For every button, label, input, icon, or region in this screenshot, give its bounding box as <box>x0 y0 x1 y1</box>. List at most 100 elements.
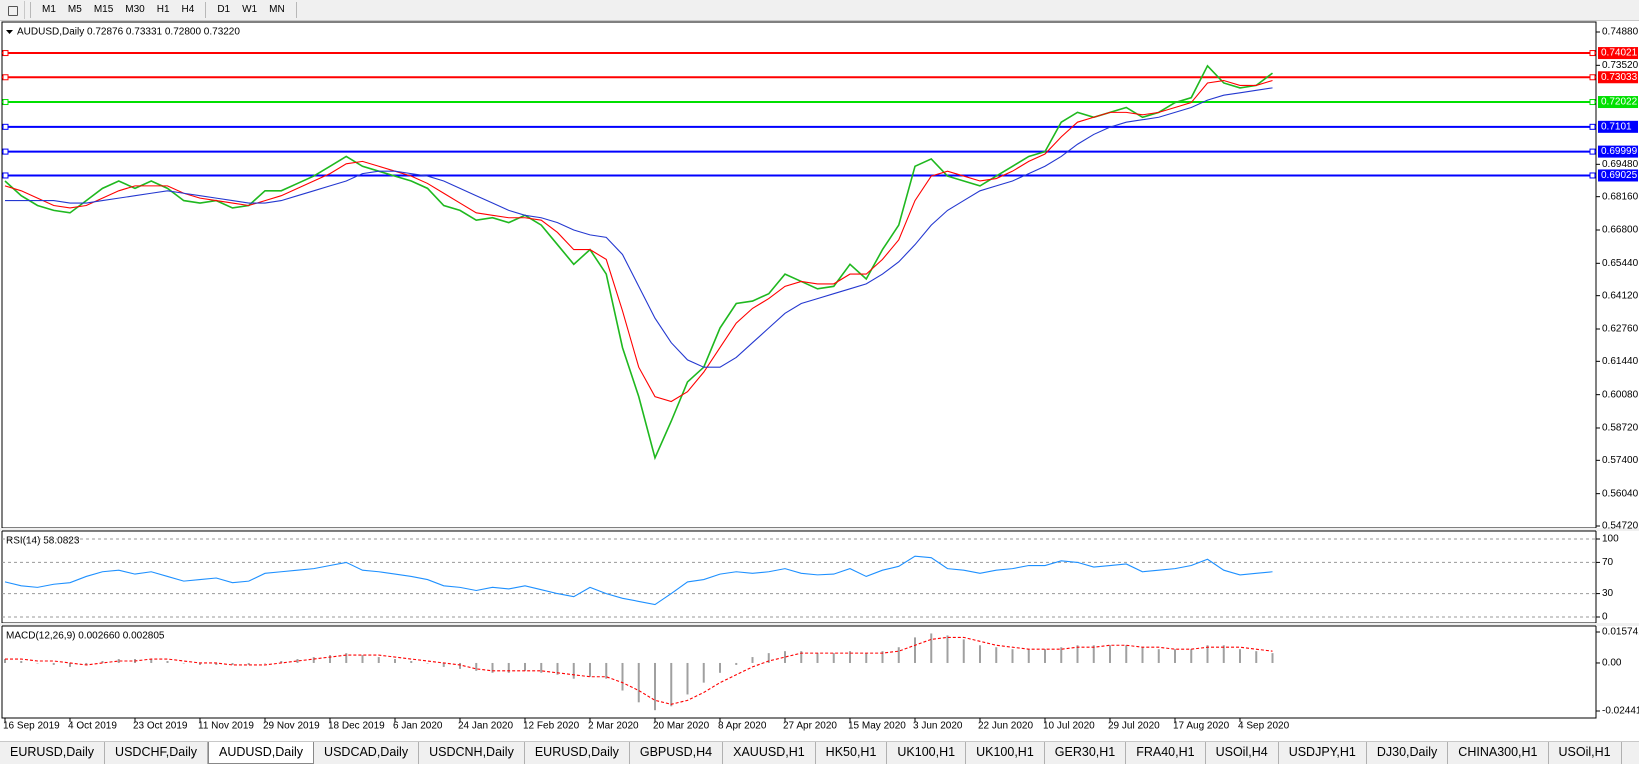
chart-tab[interactable]: EURUSD,Daily <box>525 742 630 764</box>
level-handle <box>1589 172 1596 179</box>
y-tick-label: 0.62760 <box>1602 324 1639 335</box>
chart-tab[interactable]: USDJPY,H1 <box>1279 742 1367 764</box>
timeframe-button[interactable]: W1 <box>242 4 258 15</box>
histogram-bar <box>767 653 770 663</box>
chart-tab[interactable]: USOil,H1 <box>1549 742 1622 764</box>
histogram-bar <box>52 662 55 665</box>
histogram-bar <box>491 662 494 673</box>
timeframe-toolbar: M1 M5 M15 M30 H1 H4 D1 W1 MN <box>0 0 1639 21</box>
chart-tab[interactable]: HK50,H1 <box>816 742 888 764</box>
y-tick-label: 0 <box>1602 612 1608 623</box>
histogram-bar <box>377 657 380 663</box>
y-tick-label: 0.64120 <box>1602 290 1639 301</box>
chart-tab[interactable]: DJ30,Daily <box>1367 742 1449 764</box>
histogram-bar <box>751 657 754 663</box>
histogram-bar <box>475 662 478 671</box>
level-label: 0.72022 <box>1601 97 1638 108</box>
histogram-bar <box>1141 647 1144 663</box>
indicator-line <box>5 87 1273 368</box>
x-tick-label: 22 Jun 2020 <box>978 721 1033 732</box>
y-tick-label: 0.54720 <box>1602 521 1639 532</box>
histogram-bar <box>1174 649 1176 663</box>
histogram-bar <box>702 662 705 683</box>
timeframe-button[interactable]: D1 <box>217 4 231 15</box>
chart-tab[interactable]: AUDUSD,Daily <box>208 742 315 764</box>
histogram-bar <box>69 662 71 667</box>
y-tick-label: 0.74880 <box>1602 27 1639 38</box>
histogram-bar <box>1060 647 1063 663</box>
x-tick-label: 23 Oct 2019 <box>133 721 188 732</box>
histogram-bar <box>1222 645 1225 663</box>
chart-tab[interactable]: USDCNH,Daily <box>419 742 525 764</box>
histogram-bar <box>150 659 153 663</box>
histogram-bar <box>621 662 624 691</box>
chart-tab[interactable]: UK100,H1 <box>966 742 1045 764</box>
chart-tab[interactable]: FRA40,H1 <box>1126 742 1206 764</box>
indicator-line <box>4 555 1273 606</box>
histogram-bar <box>979 645 981 663</box>
x-tick-label: 4 Oct 2019 <box>68 721 117 732</box>
histogram-bar <box>881 651 884 663</box>
histogram-bar <box>540 662 543 673</box>
histogram-bar <box>1190 649 1193 663</box>
x-tick-label: 29 Nov 2019 <box>263 721 320 732</box>
chart-tabs: EURUSD,Daily USDCHF,Daily AUDUSD,Daily USDC… <box>0 741 1639 764</box>
panel-title: AUDUSD,Daily 0.72876 0.73331 0.72800 0.7… <box>17 27 240 38</box>
timeframe-button[interactable]: MN <box>269 4 285 15</box>
level-label: 0.74021 <box>1601 48 1638 59</box>
histogram-bar <box>1271 653 1274 663</box>
histogram-bar <box>36 662 39 664</box>
level-label-bg <box>1598 120 1638 133</box>
histogram-bar <box>1206 645 1209 663</box>
timeframe-button[interactable]: H1 <box>156 4 170 15</box>
chart-tab[interactable]: UK100,H1 <box>887 742 967 764</box>
timeframe-button[interactable]: M5 <box>67 4 82 15</box>
level-handle <box>2 74 9 81</box>
histogram-bar <box>329 655 331 663</box>
x-tick-label: 15 May 2020 <box>848 721 906 732</box>
level-handle <box>1589 99 1596 106</box>
histogram-bar <box>686 662 689 695</box>
timeframe-button[interactable]: M1 <box>42 4 56 15</box>
histogram-bar <box>784 651 786 663</box>
histogram-bar <box>1239 649 1241 663</box>
chart-tab[interactable]: USOil,H4 <box>1206 742 1279 764</box>
histogram-bar <box>426 662 429 664</box>
chart-tab[interactable]: XAUUSD,H1 <box>723 742 816 764</box>
histogram-bar <box>117 659 120 663</box>
histogram-bar <box>897 647 900 663</box>
histogram-bar <box>199 662 201 665</box>
chart-tab[interactable]: USDCAD,Daily <box>314 742 420 764</box>
chart-tab[interactable]: EURUSD,Daily <box>0 742 106 764</box>
histogram-bar <box>312 657 315 663</box>
timeframe-button[interactable]: M30 <box>125 4 145 15</box>
x-tick-label: 11 Nov 2019 <box>198 721 254 732</box>
level-label: 0.7101 <box>1601 121 1632 132</box>
level-handle <box>1589 148 1596 155</box>
histogram-bar <box>524 662 526 671</box>
timeframe-button[interactable]: M15 <box>93 4 114 15</box>
y-tick-label: 0.66800 <box>1602 225 1639 236</box>
histogram-bar <box>264 662 266 664</box>
histogram-bar <box>182 662 185 664</box>
level-label-bg <box>1598 145 1638 158</box>
chart-tab[interactable]: GBPUSD,H4 <box>630 742 724 764</box>
timeframe-button[interactable]: H4 <box>181 4 195 15</box>
histogram-bar <box>914 637 916 663</box>
level-label: 0.69999 <box>1601 146 1638 157</box>
histogram-bar <box>930 633 933 663</box>
chart-tab[interactable]: GER30,H1 <box>1045 742 1127 764</box>
chart-tab[interactable]: USDCHF,Daily <box>105 742 208 764</box>
indicator-line <box>4 79 1273 403</box>
y-tick-label: 0.61440 <box>1602 356 1639 367</box>
histogram-bar <box>166 661 169 663</box>
histogram-bar <box>654 662 656 711</box>
panel-title: RSI(14) 58.0823 <box>6 536 80 547</box>
level-label: 0.69025 <box>1601 170 1638 181</box>
histogram-bar <box>4 659 6 663</box>
x-tick-label: 8 Apr 2020 <box>718 721 767 732</box>
level-handle <box>2 123 9 130</box>
chart-tab[interactable]: CHINA300,H1 <box>1448 742 1549 764</box>
tool-button[interactable] <box>4 1 25 19</box>
